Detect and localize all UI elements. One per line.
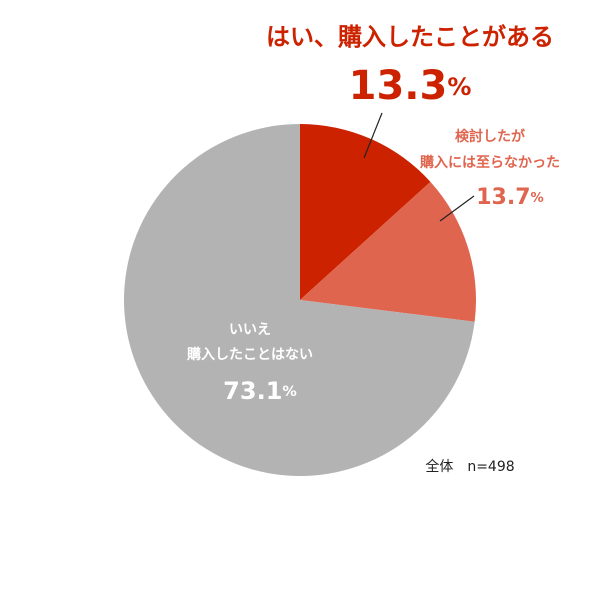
value-label: 13.7%	[476, 185, 544, 210]
pie-slice	[300, 181, 476, 322]
slice-label: いいえ	[229, 322, 271, 338]
leader-line	[363, 112, 383, 159]
leader-line	[439, 195, 475, 222]
value-label: 73.1%	[223, 377, 297, 405]
pie-slice	[300, 124, 431, 300]
slice-label: 購入したことはない	[186, 346, 313, 363]
note: 全体 n=498	[425, 458, 514, 475]
slice-label: 検討したが	[455, 128, 526, 145]
value-label: 13.3%	[349, 63, 472, 109]
pie-slice	[124, 124, 475, 477]
slice-label: 購入には至らなかった	[419, 154, 560, 171]
slice-label: はい、購入したことがある	[266, 23, 554, 51]
